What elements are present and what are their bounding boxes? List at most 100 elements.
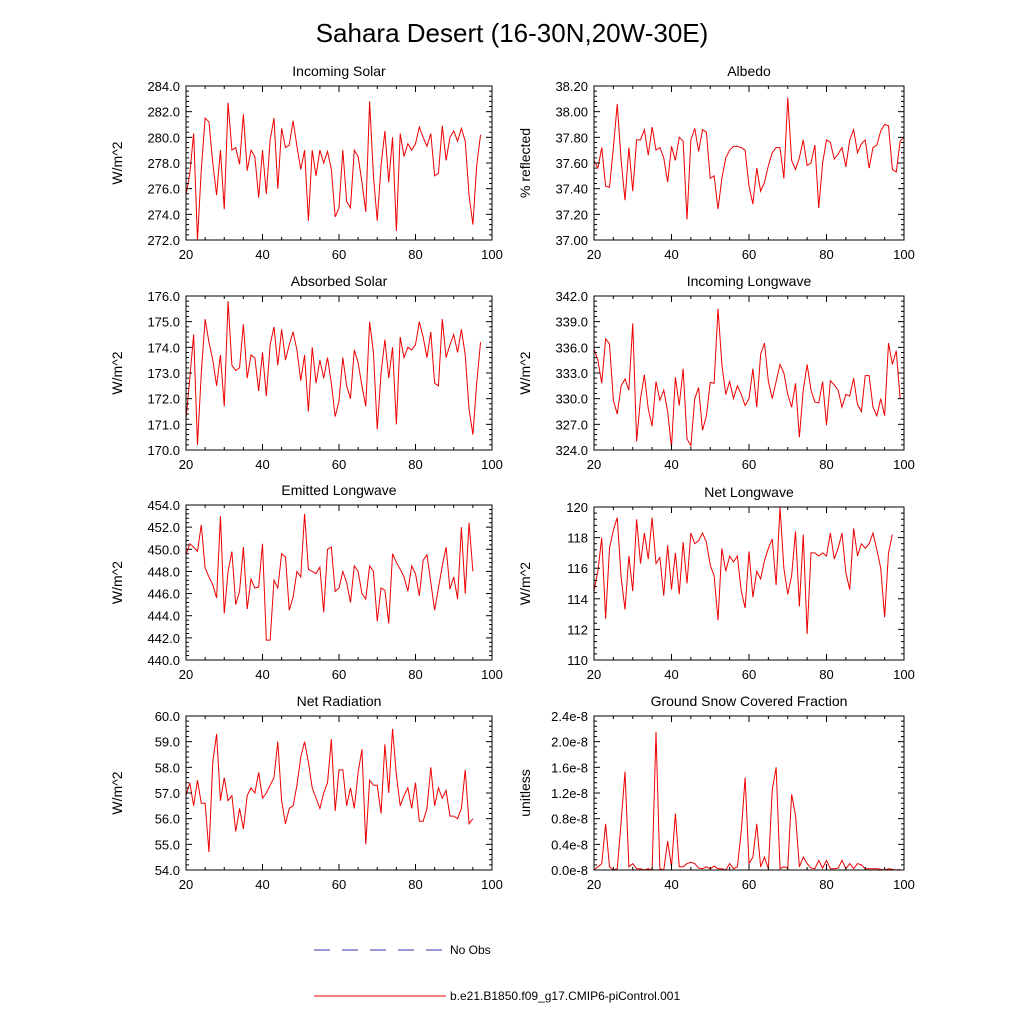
panel-net-radiation: Net Radiation W/m^2 20 40 60 80 100 54.0 55.0 56.… bbox=[109, 693, 503, 892]
y-axis-label: W/m^2 bbox=[109, 141, 125, 184]
x-tick-label: 40 bbox=[255, 247, 269, 262]
y-tick-label: 176.0 bbox=[147, 289, 180, 304]
y-tick-label: 175.0 bbox=[147, 315, 180, 330]
x-tick-label: 100 bbox=[893, 667, 915, 682]
x-tick-label: 60 bbox=[332, 667, 346, 682]
x-tick-label: 80 bbox=[408, 667, 422, 682]
panel-title: Net Radiation bbox=[297, 693, 382, 709]
data-series-line bbox=[185, 301, 482, 445]
plot-frame bbox=[185, 295, 493, 451]
y-tick-label: 448.0 bbox=[147, 564, 180, 579]
y-tick-label: 37.20 bbox=[555, 207, 588, 222]
y-tick-label: 276.0 bbox=[147, 182, 180, 197]
y-tick-label: 112 bbox=[567, 622, 588, 637]
y-tick-label: 0.8e-8 bbox=[551, 812, 588, 827]
y-tick-label: 173.0 bbox=[147, 366, 180, 381]
data-series-line bbox=[185, 513, 474, 641]
legend: No Obs b.e21.B1850.f09_g17.CMIP6-piContr… bbox=[314, 943, 680, 1003]
y-tick-label: 1.6e-8 bbox=[551, 760, 588, 775]
x-tick-label: 80 bbox=[819, 877, 833, 892]
legend-label-no-obs: No Obs bbox=[450, 943, 491, 957]
figure-title: Sahara Desert (16-30N,20W-30E) bbox=[316, 18, 709, 48]
y-tick-label: 284.0 bbox=[147, 79, 180, 94]
data-series-line bbox=[185, 728, 474, 853]
plot-frame bbox=[593, 295, 905, 451]
x-tick-label: 100 bbox=[893, 247, 915, 262]
y-tick-label: 452.0 bbox=[147, 520, 180, 535]
plot-frame bbox=[593, 506, 905, 661]
y-tick-label: 2.0e-8 bbox=[551, 735, 588, 750]
y-tick-label: 446.0 bbox=[147, 587, 180, 602]
y-tick-label: 339.0 bbox=[555, 315, 588, 330]
panel-incoming-solar: Incoming Solar W/m^2 20 40 60 80 100 272.0 274.0… bbox=[109, 63, 503, 262]
x-tick-label: 100 bbox=[481, 877, 503, 892]
y-axis-label: W/m^2 bbox=[109, 351, 125, 394]
x-tick-label: 40 bbox=[664, 457, 678, 472]
y-tick-label: 172.0 bbox=[147, 392, 180, 407]
y-tick-label: 60.0 bbox=[155, 709, 180, 724]
x-tick-label: 40 bbox=[255, 457, 269, 472]
y-tick-label: 118 bbox=[567, 531, 588, 546]
y-axis-label: W/m^2 bbox=[517, 562, 533, 605]
y-tick-label: 440.0 bbox=[147, 653, 180, 668]
plot-frame bbox=[185, 85, 493, 241]
data-series-line bbox=[593, 308, 901, 448]
y-tick-label: 57.0 bbox=[155, 786, 180, 801]
y-tick-label: 37.00 bbox=[555, 233, 588, 248]
x-tick-label: 20 bbox=[587, 247, 601, 262]
y-tick-label: 170.0 bbox=[147, 443, 180, 458]
plot-frame bbox=[593, 715, 905, 871]
y-tick-label: 324.0 bbox=[555, 443, 588, 458]
y-tick-label: 2.4e-8 bbox=[551, 709, 588, 724]
plot-frame bbox=[185, 504, 493, 661]
x-tick-label: 40 bbox=[664, 667, 678, 682]
x-tick-label: 60 bbox=[742, 667, 756, 682]
y-tick-label: 37.60 bbox=[555, 156, 588, 171]
x-tick-label: 20 bbox=[587, 457, 601, 472]
y-tick-label: 116 bbox=[567, 561, 588, 576]
x-tick-label: 40 bbox=[255, 667, 269, 682]
x-tick-label: 80 bbox=[408, 877, 422, 892]
data-series-line bbox=[593, 732, 901, 871]
y-tick-label: 327.0 bbox=[555, 417, 588, 432]
x-tick-label: 20 bbox=[587, 877, 601, 892]
y-tick-label: 0.0e-8 bbox=[551, 863, 588, 878]
plot-frame bbox=[593, 85, 905, 241]
panel-title: Absorbed Solar bbox=[291, 273, 388, 289]
y-tick-label: 59.0 bbox=[155, 735, 180, 750]
y-tick-label: 342.0 bbox=[555, 289, 588, 304]
legend-label-model-run: b.e21.B1850.f09_g17.CMIP6-piControl.001 bbox=[450, 989, 680, 1003]
x-tick-label: 80 bbox=[819, 457, 833, 472]
panel-title: Net Longwave bbox=[704, 484, 794, 500]
y-tick-label: 37.40 bbox=[555, 182, 588, 197]
y-axis-label: W/m^2 bbox=[109, 561, 125, 604]
y-tick-label: 114 bbox=[567, 592, 588, 607]
x-tick-label: 40 bbox=[255, 877, 269, 892]
panel-ground-snow-covered-fraction: Ground Snow Covered Fraction unitless 20 40… bbox=[517, 693, 915, 892]
x-tick-label: 100 bbox=[481, 457, 503, 472]
x-tick-label: 40 bbox=[664, 877, 678, 892]
y-tick-label: 37.80 bbox=[555, 130, 588, 145]
x-tick-label: 60 bbox=[742, 877, 756, 892]
x-tick-label: 80 bbox=[819, 247, 833, 262]
y-tick-label: 171.0 bbox=[147, 417, 180, 432]
x-tick-label: 20 bbox=[587, 667, 601, 682]
y-axis-label: W/m^2 bbox=[109, 771, 125, 814]
x-tick-label: 20 bbox=[179, 667, 193, 682]
y-tick-label: 110 bbox=[567, 653, 588, 668]
y-axis-label: unitless bbox=[517, 769, 533, 816]
x-tick-label: 100 bbox=[481, 247, 503, 262]
x-tick-label: 60 bbox=[332, 247, 346, 262]
x-tick-label: 100 bbox=[893, 877, 915, 892]
x-tick-label: 20 bbox=[179, 457, 193, 472]
x-tick-label: 60 bbox=[332, 877, 346, 892]
y-tick-label: 272.0 bbox=[147, 233, 180, 248]
y-tick-label: 274.0 bbox=[147, 207, 180, 222]
panel-title: Incoming Longwave bbox=[687, 273, 812, 289]
x-tick-label: 80 bbox=[408, 457, 422, 472]
y-tick-label: 280.0 bbox=[147, 130, 180, 145]
y-tick-label: 54.0 bbox=[155, 863, 180, 878]
y-tick-label: 336.0 bbox=[555, 340, 588, 355]
x-tick-label: 20 bbox=[179, 877, 193, 892]
